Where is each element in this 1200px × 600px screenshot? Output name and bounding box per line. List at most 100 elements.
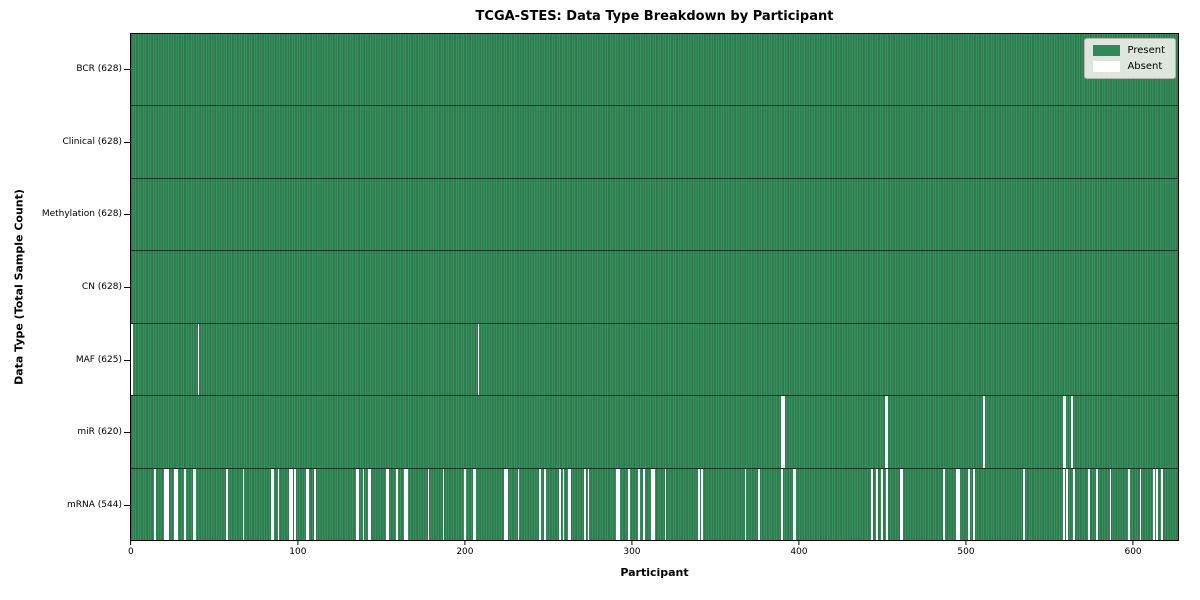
- absent-marker: [174, 468, 177, 540]
- absent-marker: [1127, 468, 1130, 540]
- absent-marker: [569, 468, 572, 540]
- x-tick-label: 400: [790, 547, 808, 557]
- heatmap-row-methylation: [131, 178, 1178, 252]
- absent-marker: [617, 468, 620, 540]
- absent-marker: [271, 468, 273, 540]
- absent-marker: [697, 468, 700, 540]
- heatmap-row-cn: [131, 251, 1178, 324]
- x-tick-mark: [965, 541, 967, 545]
- absent-marker: [294, 468, 297, 540]
- absent-marker: [1161, 468, 1163, 540]
- legend-item-absent: Absent: [1093, 61, 1165, 72]
- absent-marker: [387, 468, 390, 540]
- y-tick-label: MAF (625): [75, 354, 122, 365]
- absent-marker: [369, 468, 372, 540]
- y-tick-label: Methylation (628): [41, 209, 122, 220]
- absent-marker: [1072, 468, 1075, 540]
- absent-marker: [1022, 468, 1025, 540]
- x-tick: 300: [623, 541, 641, 557]
- y-tick-label: Clinical (628): [62, 136, 122, 147]
- legend-item-present: Present: [1093, 45, 1165, 56]
- x-tick-label: 200: [456, 547, 474, 557]
- absent-marker: [226, 468, 228, 540]
- absent-marker: [1096, 468, 1098, 540]
- heatmap-row-mir: [131, 396, 1178, 469]
- absent-marker: [562, 468, 565, 540]
- absent-marker: [166, 468, 168, 540]
- x-tick-mark: [297, 541, 299, 545]
- absent-marker: [386, 468, 388, 540]
- absent-marker: [886, 396, 888, 468]
- absent-marker: [1071, 396, 1073, 468]
- absent-marker: [1062, 468, 1065, 540]
- absent-swatch: [1093, 61, 1121, 72]
- heatmap-row-clinical: [131, 106, 1178, 179]
- absent-marker: [886, 468, 888, 540]
- absent-marker: [1109, 468, 1112, 540]
- absent-marker: [506, 468, 508, 540]
- absent-marker: [1062, 396, 1065, 468]
- absent-marker: [194, 468, 197, 540]
- absent-marker: [539, 468, 542, 540]
- y-tick-label: CN (628): [81, 282, 122, 293]
- absent-marker: [477, 323, 480, 396]
- x-tick-label: 600: [1124, 547, 1142, 557]
- present-swatch: [1093, 45, 1121, 56]
- x-tick: 600: [1124, 541, 1142, 557]
- absent-marker: [757, 468, 760, 540]
- absent-marker: [442, 468, 445, 540]
- absent-marker: [899, 468, 902, 540]
- absent-marker: [781, 396, 783, 468]
- absent-marker: [367, 468, 370, 540]
- y-tick-mark: [124, 432, 130, 434]
- absent-marker: [1139, 468, 1142, 540]
- absent-marker: [197, 323, 200, 396]
- absent-marker: [871, 468, 873, 540]
- absent-marker: [1087, 468, 1090, 540]
- x-tick-mark: [130, 541, 132, 545]
- x-tick-mark: [631, 541, 633, 545]
- absent-marker: [967, 468, 970, 540]
- absent-marker: [792, 468, 795, 540]
- absent-marker: [504, 468, 507, 540]
- absent-marker: [1064, 396, 1067, 468]
- absent-marker: [242, 468, 245, 540]
- absent-marker: [154, 468, 157, 540]
- absent-marker: [781, 468, 783, 540]
- absent-marker: [616, 468, 618, 540]
- absent-marker: [1066, 468, 1068, 540]
- absent-marker: [901, 468, 903, 540]
- absent-marker: [544, 468, 547, 540]
- absent-marker: [167, 468, 170, 540]
- y-tick-mark: [124, 69, 130, 71]
- x-tick: 0: [128, 541, 134, 557]
- absent-marker: [584, 468, 587, 540]
- x-axis-label: Participant: [620, 566, 689, 579]
- x-tick-label: 0: [127, 547, 134, 557]
- absent-marker: [184, 468, 187, 540]
- absent-marker: [277, 468, 280, 540]
- absent-marker: [464, 468, 467, 540]
- x-tick-mark: [464, 541, 466, 545]
- y-tick-label: mRNA (544): [67, 499, 122, 510]
- x-tick-label: 500: [957, 547, 975, 557]
- x-tick: 100: [289, 541, 306, 557]
- absent-marker: [956, 468, 958, 540]
- absent-marker: [272, 468, 275, 540]
- absent-marker: [1156, 468, 1158, 540]
- absent-marker: [652, 468, 655, 540]
- y-tick-mark: [124, 141, 130, 143]
- x-tick-mark: [1132, 541, 1134, 545]
- heatmap-row-maf: [131, 323, 1178, 397]
- x-tick: 500: [957, 541, 975, 557]
- absent-marker: [642, 468, 645, 540]
- absent-marker: [517, 468, 520, 540]
- absent-marker: [782, 396, 785, 468]
- absent-marker: [982, 396, 985, 468]
- x-tick-labels: 0 100 200 300 400 500 600: [128, 541, 1179, 563]
- absent-marker: [559, 468, 562, 540]
- absent-marker: [164, 468, 167, 540]
- y-tick-mark: [124, 214, 130, 216]
- absent-marker: [427, 468, 430, 540]
